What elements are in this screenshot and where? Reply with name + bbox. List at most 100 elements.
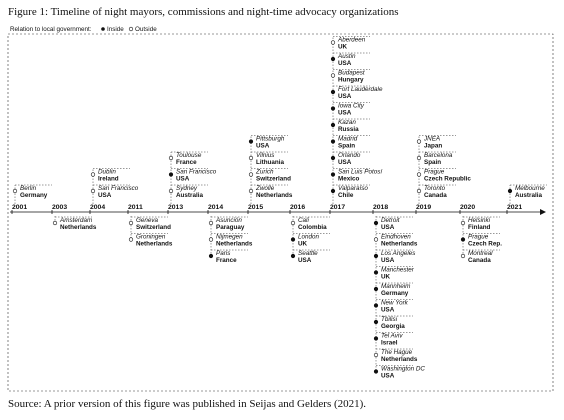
city: San Luis Potosí xyxy=(338,169,383,176)
outside-marker xyxy=(373,237,379,242)
legend-inside: Inside xyxy=(107,26,124,33)
country: Netherlands xyxy=(256,192,293,199)
country: Hungary xyxy=(338,77,364,84)
inside-marker xyxy=(330,56,336,62)
country: Ireland xyxy=(98,176,119,183)
country: Netherlands xyxy=(216,241,253,248)
country: UK xyxy=(381,274,391,281)
city: Prague xyxy=(424,169,445,176)
outside-marker xyxy=(373,352,379,358)
outside-marker xyxy=(416,188,422,194)
country: Lithuania xyxy=(256,159,284,166)
country: Australia xyxy=(515,192,542,199)
city: Budapest xyxy=(338,70,365,77)
year-label: 2004 xyxy=(90,204,105,211)
inside-marker xyxy=(330,172,336,177)
inside-marker xyxy=(507,188,513,194)
country: Canada xyxy=(424,192,447,199)
country: Georgia xyxy=(381,323,405,330)
city: Kazan xyxy=(338,119,356,126)
country: Canada xyxy=(468,257,491,264)
outside-marker xyxy=(290,220,296,226)
city: Seattle xyxy=(298,250,318,257)
inside-marker xyxy=(330,122,336,128)
country: USA xyxy=(338,60,352,67)
outside-marker xyxy=(330,73,336,78)
country: Finland xyxy=(468,224,491,231)
year-label: 2011 xyxy=(128,204,143,211)
outside-marker xyxy=(128,237,134,242)
legend-label: Relation to local government: xyxy=(10,26,92,33)
country: Netherlands xyxy=(60,224,97,231)
outside-marker xyxy=(168,155,174,161)
inside-marker xyxy=(373,286,379,292)
city: Tel Aviv xyxy=(381,333,403,340)
city: Mannheim xyxy=(381,283,410,290)
inside-marker xyxy=(373,319,379,325)
country: USA xyxy=(98,192,112,199)
city: Eindhoven xyxy=(381,234,411,241)
country: USA xyxy=(338,93,352,100)
inside-marker xyxy=(373,336,379,341)
city: Aberdeen xyxy=(337,37,366,44)
outside-marker xyxy=(128,220,134,226)
country: USA xyxy=(381,224,395,231)
inside-marker xyxy=(248,139,254,144)
inside-marker xyxy=(168,172,174,177)
outside-marker xyxy=(248,155,254,161)
city: Iowa City xyxy=(338,103,365,110)
city: Orlando xyxy=(338,152,361,159)
city: Fort Lauderdale xyxy=(338,86,383,93)
city: Zurich xyxy=(255,169,274,176)
country: USA xyxy=(176,176,190,183)
country: Spain xyxy=(424,159,441,166)
city: Berlin xyxy=(20,185,37,192)
city: Washington DC xyxy=(381,366,425,373)
outside-marker xyxy=(330,40,336,45)
city: Pittsburgh xyxy=(256,136,285,143)
inside-marker xyxy=(290,253,296,259)
inside-marker xyxy=(330,139,336,144)
city: Paris xyxy=(216,250,231,257)
city: Helsinki xyxy=(468,217,491,224)
year-label: 2017 xyxy=(330,204,345,211)
country: Chile xyxy=(338,192,354,199)
country: USA xyxy=(338,110,352,117)
city: Tbilisi xyxy=(381,316,398,323)
city: Vilnius xyxy=(256,152,275,159)
outside-marker xyxy=(416,139,422,144)
year-label: 2016 xyxy=(290,204,305,211)
country: USA xyxy=(381,257,395,264)
outside-marker xyxy=(52,220,58,226)
country: Spain xyxy=(338,143,355,150)
outside-marker xyxy=(90,188,96,194)
city: Toronto xyxy=(424,185,446,192)
outside-marker xyxy=(168,188,174,194)
country: UK xyxy=(298,241,308,248)
country: Switzerland xyxy=(136,224,171,231)
inside-marker xyxy=(330,106,336,111)
year-label: 2014 xyxy=(208,204,223,211)
year-label: 2021 xyxy=(507,204,522,211)
inside-marker xyxy=(330,188,336,194)
country: Czech Rep. xyxy=(468,241,502,248)
year-label: 2020 xyxy=(460,204,475,211)
country: Switzerland xyxy=(256,176,291,183)
city: New York xyxy=(381,300,409,307)
city: Melbourne xyxy=(515,185,545,192)
inside-marker xyxy=(373,220,379,226)
city: Zwolle xyxy=(255,185,275,192)
country: USA xyxy=(338,159,352,166)
outside-marker xyxy=(460,253,466,259)
legend-outside-marker xyxy=(128,26,134,32)
year-label: 2015 xyxy=(248,204,263,211)
frame xyxy=(7,33,554,392)
inside-marker xyxy=(290,237,296,242)
year-label: 2001 xyxy=(12,204,27,211)
outside-marker xyxy=(208,237,214,242)
country: USA xyxy=(381,373,395,380)
country: USA xyxy=(256,143,270,150)
outside-marker xyxy=(248,188,254,194)
city: Manchester xyxy=(381,267,415,274)
